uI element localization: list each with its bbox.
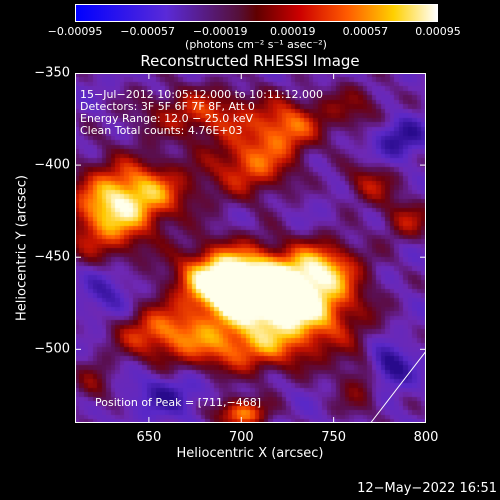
x-tick-label: 800	[413, 430, 439, 445]
plot-border	[75, 73, 426, 423]
annotation-energy-range: Energy Range: 12.0 − 25.0 keV	[80, 112, 254, 125]
x-axis-label: Heliocentric X (arcsec)	[176, 446, 324, 461]
heatmap-image	[75, 73, 426, 423]
solar-limb-line	[370, 350, 426, 423]
x-tick-label: 650	[136, 430, 162, 445]
plot-frame	[75, 73, 426, 423]
y-tick-label: −400	[34, 157, 70, 173]
y-axis-label: Heliocentric Y (arcsec)	[14, 175, 30, 321]
colorbar-tick-label: −0.00057	[120, 25, 175, 38]
colorbar-tick-label: 0.00057	[342, 25, 389, 38]
annotation-clean-counts: Clean Total counts: 4.76E+03	[80, 124, 243, 137]
colorbar-tick-label: 0.00019	[270, 25, 316, 38]
colorbar-tick-label: 0.00095	[415, 25, 461, 38]
timestamp: 12−May−2022 16:51	[357, 481, 497, 496]
annotation-time-range: 15−Jul−2012 10:05:12.000 to 10:11:12.000	[80, 88, 324, 101]
annotation-detectors: Detectors: 3F 5F 6F 7F 8F, Att 0	[80, 100, 255, 113]
x-tick-label: 750	[321, 430, 347, 445]
colorbar	[75, 4, 438, 22]
colorbar-tick-label: −0.00095	[47, 25, 103, 38]
x-tick-label: 700	[228, 430, 254, 445]
peak-position-label: Position of Peak = [711,−468]	[95, 396, 262, 409]
colorbar-tick-label: −0.00019	[192, 25, 248, 38]
colorbar-unit-label: (photons cm⁻² s⁻¹ asec⁻²)	[185, 38, 327, 51]
y-tick-label: −450	[34, 249, 70, 265]
y-tick-label: −350	[34, 65, 70, 81]
plot-title: Reconstructed RHESSI Image	[140, 52, 360, 70]
y-tick-label: −500	[34, 341, 70, 357]
